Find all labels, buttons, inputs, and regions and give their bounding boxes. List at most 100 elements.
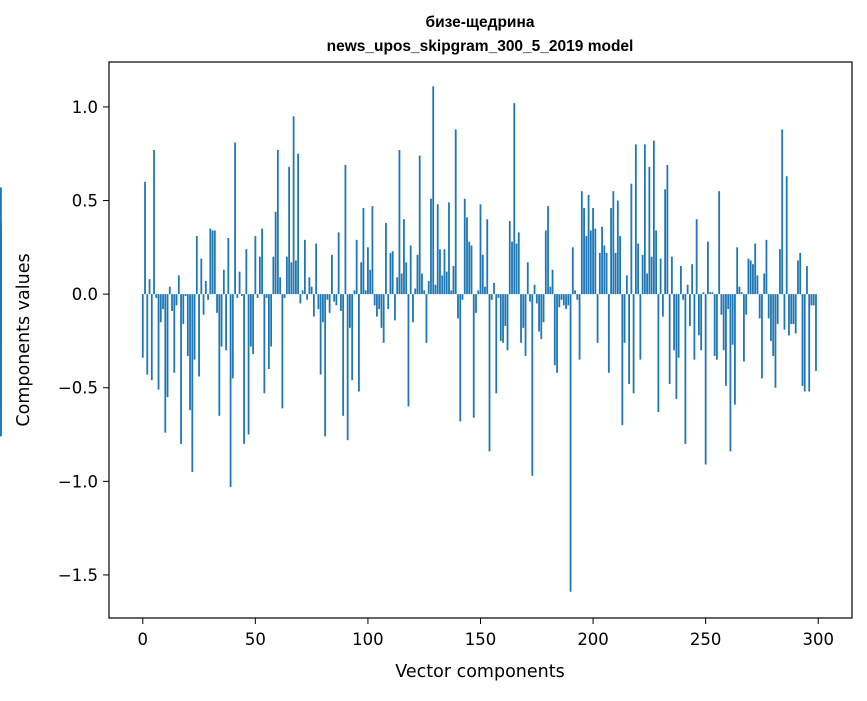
bar [776, 294, 779, 325]
bar [243, 294, 245, 444]
bar [324, 294, 327, 437]
bar [740, 292, 743, 295]
bar [288, 166, 291, 295]
bar [707, 241, 709, 295]
bar [439, 249, 441, 295]
bar [596, 294, 599, 343]
bar [565, 294, 567, 310]
bar [454, 129, 457, 295]
bar [738, 286, 741, 295]
bar [382, 294, 385, 343]
bar [502, 294, 504, 343]
bar [276, 149, 279, 295]
bar [495, 294, 498, 394]
bar [520, 294, 522, 343]
bar [655, 230, 658, 295]
bar [162, 294, 164, 310]
bar [430, 198, 432, 295]
bar [396, 277, 399, 295]
bar [400, 273, 403, 295]
bar [743, 294, 745, 362]
bar [164, 294, 167, 433]
bar [414, 288, 417, 295]
bar [616, 200, 619, 295]
bar [806, 266, 808, 295]
bar [605, 252, 608, 295]
bar [333, 294, 336, 302]
bar [470, 245, 473, 295]
bar [614, 252, 617, 295]
bar [720, 294, 723, 315]
bar [355, 239, 358, 295]
bar [718, 191, 721, 295]
bar [686, 284, 689, 295]
bar [684, 294, 687, 444]
bar [801, 294, 804, 386]
bar [725, 294, 727, 386]
bar [376, 294, 378, 317]
bar [781, 129, 784, 295]
y-tick-label: 0.5 [72, 192, 98, 211]
bar [353, 290, 356, 295]
bar [443, 249, 446, 295]
bar [792, 294, 795, 325]
bar [576, 294, 579, 300]
bar [643, 144, 646, 295]
bar [481, 254, 484, 295]
bar [517, 232, 520, 295]
bar [153, 149, 155, 295]
bar [207, 294, 209, 300]
bar [418, 155, 421, 295]
bar [245, 249, 248, 295]
x-axis-ticks: 0 50 100 150 200 250 300 [138, 618, 834, 649]
bar [815, 294, 817, 371]
bar [387, 294, 390, 310]
bar [362, 208, 365, 295]
bar [603, 245, 606, 295]
bar [346, 294, 349, 441]
bar [441, 275, 444, 295]
bar [580, 191, 583, 295]
bar [427, 281, 430, 295]
bar [380, 294, 383, 328]
bar [294, 260, 297, 295]
bar [182, 294, 185, 325]
bar [569, 294, 572, 592]
bar [168, 286, 171, 295]
bar [180, 294, 182, 444]
chart-title: бизе-щедрина [426, 14, 535, 31]
bar [369, 269, 372, 295]
bar [351, 294, 354, 381]
bar [650, 256, 653, 295]
x-tick-label: 150 [465, 630, 497, 649]
bar [344, 164, 347, 295]
bar [391, 251, 394, 295]
bar [222, 269, 225, 295]
bar [504, 294, 507, 326]
bar [524, 294, 527, 356]
bar [700, 294, 703, 351]
bar [585, 236, 588, 295]
bar [459, 294, 462, 422]
x-tick-label: 200 [577, 630, 609, 649]
y-tick-label: 1.0 [72, 98, 98, 117]
bar [670, 256, 673, 295]
bar [367, 247, 369, 295]
bar [445, 271, 448, 295]
bar [797, 260, 799, 295]
bar [621, 294, 624, 426]
bar [679, 266, 682, 295]
bar [146, 294, 149, 375]
bar [475, 294, 477, 313]
bar [349, 294, 351, 328]
bar [340, 294, 342, 311]
bar [774, 294, 777, 388]
bar [808, 294, 811, 392]
bar [177, 275, 180, 295]
y-tick-label: −0.5 [58, 379, 98, 398]
bar [358, 294, 360, 392]
bar [526, 262, 529, 295]
bar [484, 286, 486, 295]
bar [515, 243, 518, 295]
